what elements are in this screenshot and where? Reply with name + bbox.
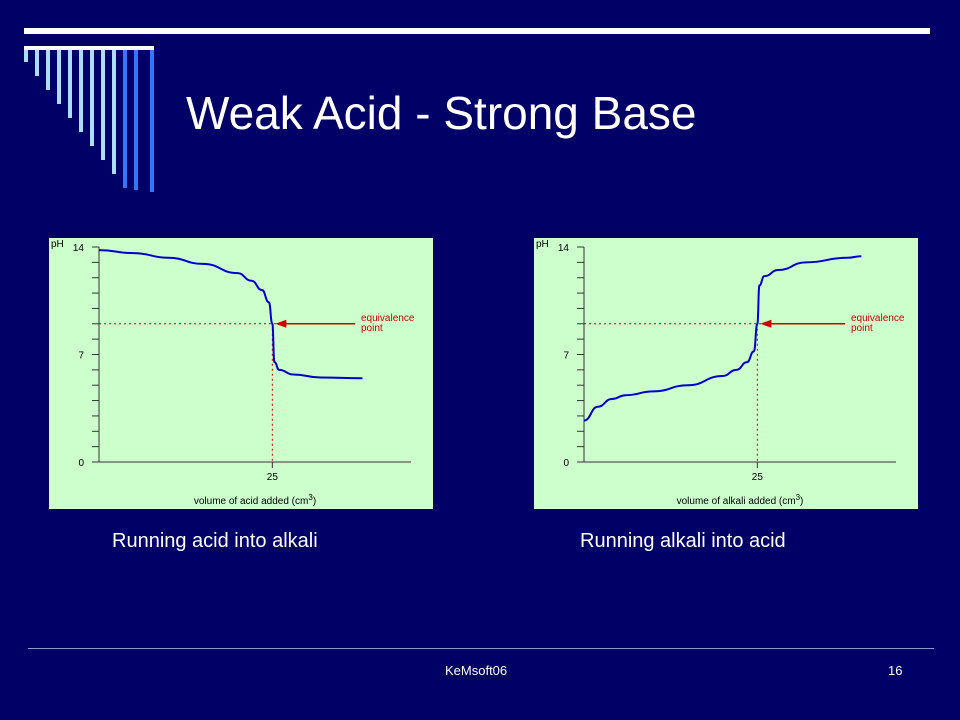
deco-rule: [24, 46, 154, 50]
deco-bar: [123, 46, 127, 188]
deco-bar: [101, 46, 105, 160]
chart-svg-right: 0 7 14 pH 25 volume of alkali added (cm3) equi…: [536, 239, 905, 507]
y-tick-label: 7: [78, 351, 84, 362]
x-axis-label: volume of alkali added (cm3): [677, 493, 804, 507]
y-tick-label: 0: [563, 458, 569, 469]
chart-acid-into-alkali: 0 7 14 pH 25 volume of acid added (cm3) equiva…: [49, 238, 433, 509]
y-tick-label: 14: [73, 243, 85, 254]
x-tick-label: 25: [752, 472, 764, 483]
y-tick-label: 0: [78, 458, 84, 469]
equivalence-arrow-head: [760, 319, 772, 328]
chart-svg-left: 0 7 14 pH 25 volume of acid added (cm3) equiva…: [51, 239, 415, 507]
titration-curve: [583, 255, 862, 422]
deco-bar: [35, 46, 39, 76]
titration-curve: [98, 249, 363, 380]
equivalence-label: equivalence point: [851, 313, 905, 334]
x-axis-label: volume of acid added (cm3): [194, 493, 316, 507]
y-tick-label: 14: [558, 243, 570, 254]
chart-alkali-into-acid: 0 7 14 pH 25 volume of alkali added (cm3) equi…: [534, 238, 918, 509]
footer-text: KeMsoft06: [445, 663, 508, 678]
caption-left: Running acid into alkali: [112, 530, 318, 552]
deco-bar: [90, 46, 94, 146]
deco-bar: [134, 46, 138, 190]
slide-title: Weak Acid - Strong Base: [186, 87, 697, 139]
deco-bar: [79, 46, 83, 132]
y-axis-label: pH: [536, 239, 549, 250]
x-tick-label: 25: [267, 472, 279, 483]
caption-right: Running alkali into acid: [580, 530, 786, 552]
deco-bar: [68, 46, 72, 118]
deco-bar: [57, 46, 61, 104]
top-rule: [24, 28, 930, 34]
y-tick-label: 7: [563, 351, 569, 362]
equivalence-arrow-head: [275, 319, 287, 328]
deco-bar: [24, 46, 28, 62]
equivalence-label: equivalence point: [361, 313, 415, 334]
decorative-bars: [24, 46, 154, 192]
page-number: 16: [888, 663, 903, 678]
deco-bar: [112, 46, 116, 174]
y-axis-label: pH: [51, 239, 64, 250]
footer-rule: [28, 648, 934, 649]
deco-bar: [150, 46, 154, 192]
deco-bar: [46, 46, 50, 90]
